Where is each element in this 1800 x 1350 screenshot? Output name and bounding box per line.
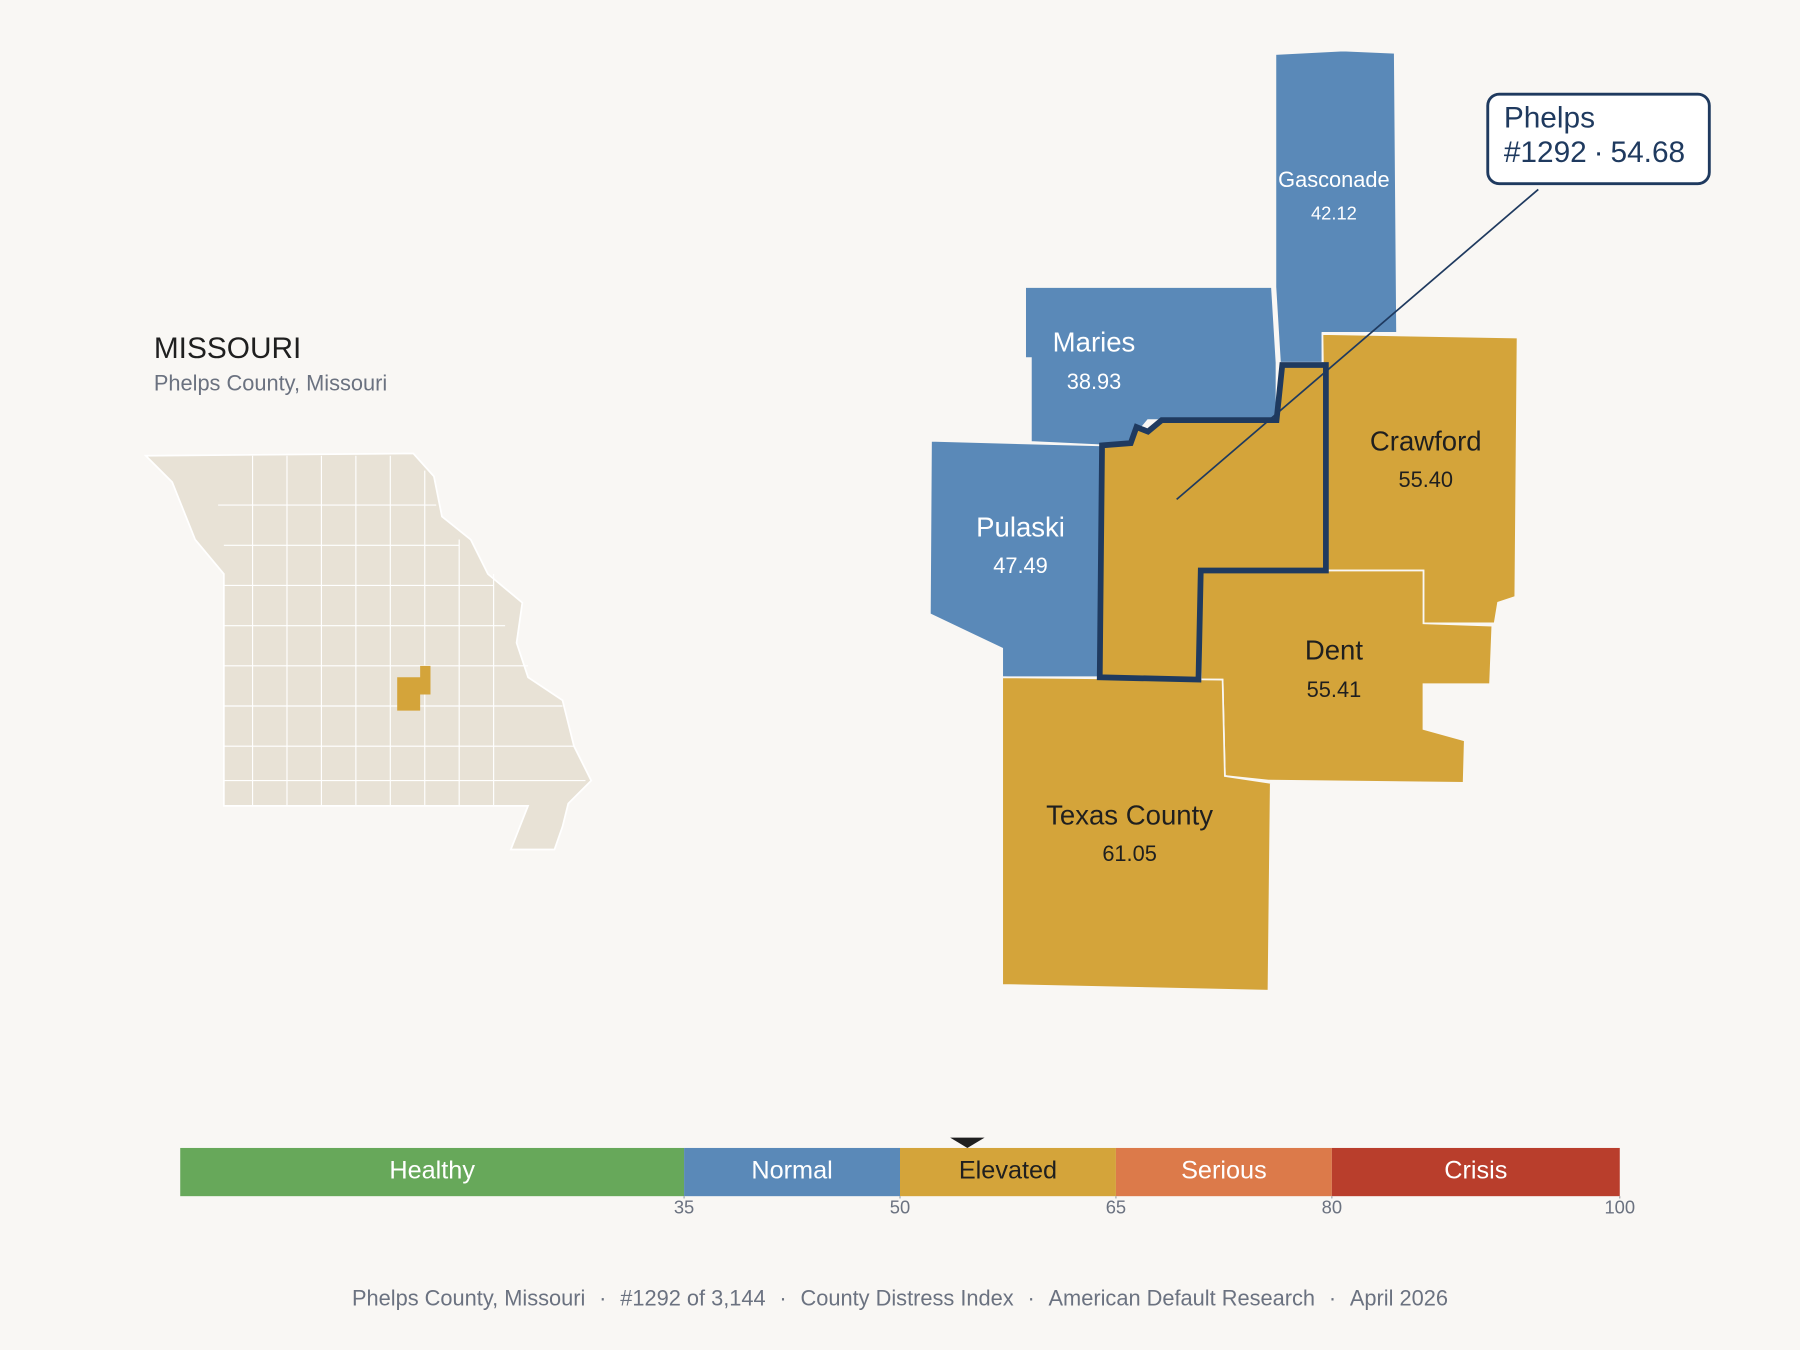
county-value: 38.93 bbox=[1067, 369, 1122, 394]
footer-item: Phelps County, Missouri bbox=[352, 1285, 585, 1310]
footer-item: County Distress Index bbox=[800, 1285, 1013, 1310]
score-marker bbox=[950, 1137, 985, 1148]
scale: Healthy Normal Elevated Serious Crisis 35 50 65… bbox=[180, 1137, 1635, 1218]
county-map: Gasconade 42.12 Maries 38.93 Crawford 55… bbox=[928, 49, 1519, 992]
county-value: 47.49 bbox=[993, 553, 1048, 578]
callout-score: 54.68 bbox=[1610, 136, 1685, 169]
band-label: Serious bbox=[1181, 1157, 1267, 1185]
footer: Phelps County, Missouri · #1292 of 3,144 · C… bbox=[352, 1285, 1448, 1310]
county-value: 55.40 bbox=[1398, 467, 1453, 492]
scale-band bbox=[684, 1147, 900, 1197]
callout-rank: #1292 bbox=[1504, 136, 1587, 169]
county-value: 61.05 bbox=[1102, 841, 1157, 866]
county-value: 42.12 bbox=[1311, 203, 1357, 224]
scale-band bbox=[1115, 1147, 1332, 1197]
tick-label: 80 bbox=[1322, 1197, 1342, 1218]
callout-separator: · bbox=[1594, 136, 1604, 169]
footer-separator: · bbox=[599, 1285, 606, 1310]
callout-box bbox=[1486, 92, 1711, 186]
county bbox=[1001, 676, 1272, 992]
title: MISSOURI bbox=[154, 332, 302, 365]
tick-label: 35 bbox=[674, 1197, 694, 1218]
county-value: 55.41 bbox=[1307, 677, 1362, 702]
band-label: Healthy bbox=[389, 1157, 475, 1185]
state-map bbox=[143, 452, 593, 851]
scale-band bbox=[900, 1147, 1116, 1197]
footer-separator: · bbox=[1027, 1285, 1034, 1310]
county-name: Crawford bbox=[1370, 425, 1482, 456]
footer-separator: · bbox=[779, 1285, 786, 1310]
county bbox=[1274, 49, 1398, 364]
county-name: Pulaski bbox=[976, 511, 1065, 542]
tick-label: 65 bbox=[1106, 1197, 1126, 1218]
state-outline bbox=[143, 452, 593, 851]
scale-band bbox=[180, 1147, 685, 1197]
tick-label: 100 bbox=[1604, 1197, 1635, 1218]
county-name: Texas County bbox=[1046, 800, 1213, 831]
band-label: Crisis bbox=[1444, 1157, 1507, 1185]
callout-detail: #1292 · 54.68 bbox=[1504, 136, 1685, 169]
callout-name: Phelps bbox=[1504, 101, 1595, 134]
tick-label: 50 bbox=[890, 1197, 910, 1218]
county-lines bbox=[218, 455, 586, 806]
county-name: Gasconade bbox=[1278, 167, 1390, 192]
subtitle: Phelps County, Missouri bbox=[154, 370, 387, 395]
county-name: Maries bbox=[1053, 327, 1136, 358]
footer-item: American Default Research bbox=[1049, 1285, 1316, 1310]
county-name: Dent bbox=[1305, 634, 1364, 665]
focus-county-mini bbox=[397, 665, 431, 711]
footer-item: #1292 of 3,144 bbox=[620, 1285, 765, 1310]
footer-separator: · bbox=[1329, 1285, 1336, 1310]
focus-county bbox=[1096, 362, 1329, 683]
band-label: Elevated bbox=[959, 1157, 1057, 1185]
footer-item: April 2026 bbox=[1350, 1285, 1448, 1310]
scale-band bbox=[1331, 1147, 1620, 1197]
band-label: Normal bbox=[751, 1157, 832, 1185]
leader-line bbox=[1176, 188, 1539, 501]
